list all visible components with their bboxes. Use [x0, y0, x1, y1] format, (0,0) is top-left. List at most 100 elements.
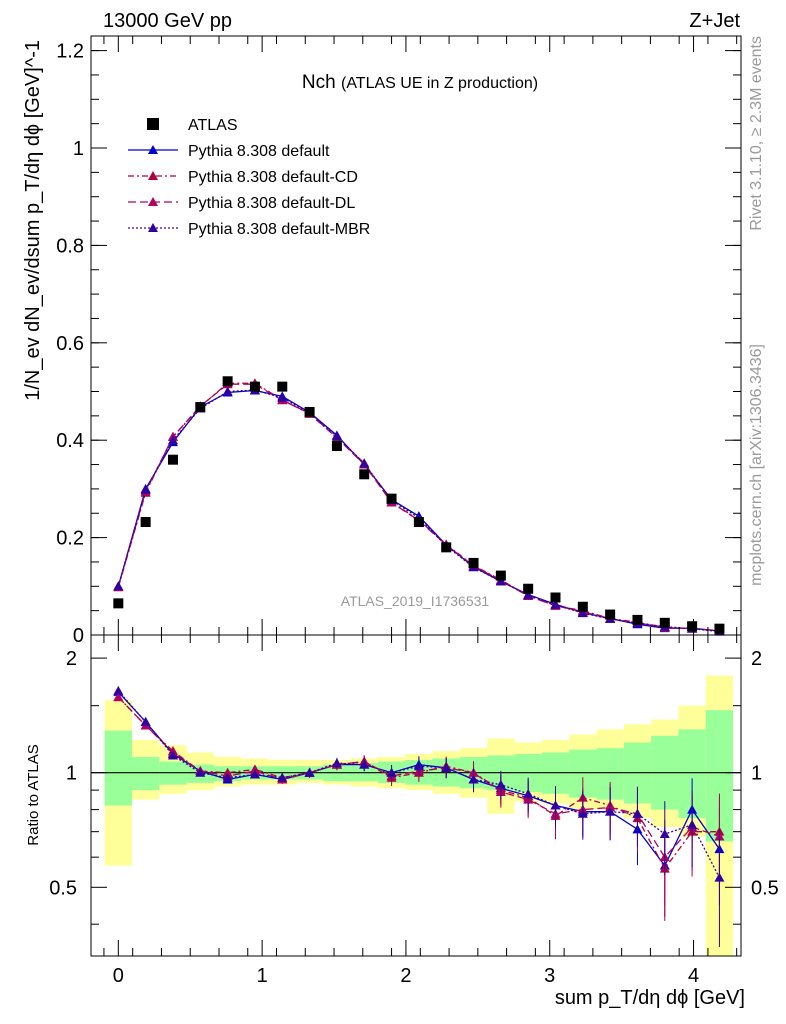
- y-axis-label: 1/N_ev dN_ev/dsum p_T/dη dϕ [GeV]^-1: [22, 40, 44, 401]
- pythia-8-308-default-mbr-marker: [331, 431, 342, 441]
- pythia-8-308-default-mbr-ratio-marker: [468, 774, 479, 784]
- analysis-watermark: ATLAS_2019_I1736531: [341, 593, 490, 609]
- atlas-data-point: [304, 406, 315, 417]
- y-tick-label: 0.6: [56, 333, 84, 355]
- ratio-tick-label-right: 1: [751, 763, 762, 785]
- pythia-8-308-default-mbr-ratio-marker: [413, 761, 424, 771]
- y-tick-label: 0.2: [56, 528, 84, 550]
- atlas-data-point: [605, 609, 616, 620]
- pythia-8-308-default-mbr-ratio-marker: [386, 767, 397, 777]
- legend-pythia-8-308-default-dl-marker: [148, 197, 158, 206]
- pythia-8-308-default-mbr-marker: [277, 392, 288, 402]
- x-tick-label: 1: [257, 965, 268, 987]
- legend-atlas-label: ATLAS: [188, 117, 238, 134]
- header-left-label: 13000 GeV pp: [103, 10, 232, 32]
- pythia-8-308-default-mbr-ratio-marker: [495, 779, 506, 789]
- x-tick-label: 0: [113, 965, 124, 987]
- pythia-8-308-default-mbr-ratio-marker: [140, 716, 151, 726]
- rivet-version-label: Rivet 3.1.10, ≥ 2.3M events: [748, 36, 765, 231]
- y-tick-label: 0.8: [56, 235, 84, 257]
- pythia-8-308-default-mbr-ratio-marker: [441, 762, 452, 772]
- ratio-band-inner-bin: [104, 730, 132, 806]
- pythia-8-308-default-mbr-marker: [577, 608, 588, 618]
- atlas-data-point: [277, 381, 288, 392]
- pythia-8-308-default-mbr-marker: [140, 484, 151, 494]
- pythia-8-308-default-mbr-ratio-marker: [304, 767, 315, 777]
- plot-title-sub: (ATLAS UE in Z production): [341, 75, 538, 92]
- y-tick-label: 0.4: [56, 430, 84, 452]
- legend-pythia-8-308-default-cd-marker: [148, 171, 158, 180]
- atlas-data-point: [577, 601, 588, 612]
- pythia-8-308-default-mbr-ratio-marker: [167, 750, 178, 760]
- mcplots-source-label: mcplots.cern.ch [arXiv:1306.3436]: [748, 344, 765, 586]
- atlas-data-point: [659, 617, 670, 628]
- pythia-8-308-default-mbr-marker: [523, 590, 534, 600]
- atlas-data-point: [441, 542, 452, 553]
- atlas-data-point: [113, 598, 124, 609]
- atlas-data-point: [331, 441, 342, 452]
- pythia-8-308-default-mbr-ratio-marker: [277, 772, 288, 782]
- header-right-label: Z+Jet: [689, 10, 740, 32]
- atlas-data-point: [167, 454, 178, 465]
- atlas-data-point: [468, 557, 479, 568]
- atlas-data-point: [195, 402, 206, 413]
- pythia-8-308-default-mbr-ratio-marker: [605, 806, 616, 816]
- legend-pythia-8-308-default-dl-label: Pythia 8.308 default-DL: [188, 195, 355, 212]
- ratio-tick-label-right: 0.5: [751, 877, 779, 899]
- axes-layer: 0 1 2 3 4 0 0.2 0.4 0.6 0.8 1 1.2 0.5 0.5 1 1 2 2: [49, 36, 779, 987]
- pythia-8-308-default-mbr-ratio-marker: [222, 772, 233, 782]
- pythia-8-308-default-mbr-line: [117, 389, 720, 633]
- pythia-8-308-default-mbr-marker: [222, 386, 233, 396]
- atlas-data-point: [714, 623, 725, 634]
- atlas-data-point: [523, 583, 534, 594]
- atlas-data-point: [359, 469, 370, 480]
- ratio-y-axis-label: Ratio to ATLAS: [25, 744, 42, 845]
- pythia-8-308-default-mbr-ratio-marker: [714, 872, 725, 882]
- pythia-8-308-default-mbr-ratio-marker: [331, 758, 342, 768]
- pythia-8-308-default-mbr-ratio-marker: [523, 788, 534, 798]
- main-panel-frame: [90, 35, 742, 636]
- y-tick-label: 0: [73, 625, 84, 647]
- pythia-8-308-default-mbr-marker: [113, 581, 124, 591]
- pythia-8-308-default-mbr-ratio-marker: [113, 685, 124, 695]
- atlas-data-point: [222, 376, 233, 387]
- pythia-8-308-default-mbr-marker: [167, 435, 178, 445]
- legend-pythia-8-308-default-marker: [148, 145, 158, 154]
- pythia-8-308-default-mbr-ratio-marker: [249, 769, 260, 779]
- pythia-8-308-default-mbr-ratio-marker: [659, 829, 670, 839]
- atlas-data-point: [632, 614, 643, 625]
- pythia-8-308-default-mbr-marker: [550, 599, 561, 609]
- ratio-panel-border: [90, 634, 742, 957]
- plot-title: Nch (ATLAS UE in Z production): [302, 72, 538, 93]
- pythia-8-308-default-mbr-ratio-marker: [195, 767, 206, 777]
- legend-atlas-marker: [147, 118, 159, 130]
- ratio-tick-label-left: 2: [66, 648, 77, 670]
- atlas-data-point: [495, 570, 506, 581]
- x-tick-label: 4: [688, 965, 699, 987]
- atlas-data-point: [249, 381, 260, 392]
- pythia-8-308-default-mbr-ratio-marker: [632, 808, 643, 818]
- pythia-8-308-default-mbr-ratio-marker: [359, 759, 370, 769]
- atlas-data-point: [687, 621, 698, 632]
- legend-pythia-8-308-default-mbr-label: Pythia 8.308 default-MBR: [188, 221, 370, 238]
- pythia-8-308-default-dl-ratio-marker: [113, 692, 124, 702]
- pythia-8-308-default-mbr-ratio-marker: [550, 800, 561, 810]
- legend-pythia-8-308-default-cd-label: Pythia 8.308 default-CD: [188, 169, 358, 186]
- x-axis-label: sum p_T/dη dϕ [GeV]: [555, 987, 745, 1009]
- pythia-8-308-default-mbr-marker: [359, 458, 370, 468]
- legend-pythia-8-308-default-mbr-marker: [148, 223, 158, 232]
- ratio-tick-label-right: 2: [751, 648, 762, 670]
- atlas-data-point: [386, 493, 397, 504]
- ratio-band-inner-bin: [131, 756, 160, 791]
- atlas-data-point: [140, 517, 151, 528]
- x-tick-label: 3: [544, 965, 555, 987]
- plot-title-main: Nch: [302, 72, 336, 93]
- y-tick-label: 1.2: [56, 41, 84, 63]
- legend-pythia-8-308-default-label: Pythia 8.308 default: [188, 143, 330, 160]
- atlas-data-points: [113, 376, 725, 634]
- pythia-8-308-default-mbr-marker: [495, 576, 506, 586]
- ratio-tick-label-left: 1: [66, 763, 77, 785]
- atlas-data-point: [550, 592, 561, 603]
- ratio-series-layer: [113, 685, 725, 947]
